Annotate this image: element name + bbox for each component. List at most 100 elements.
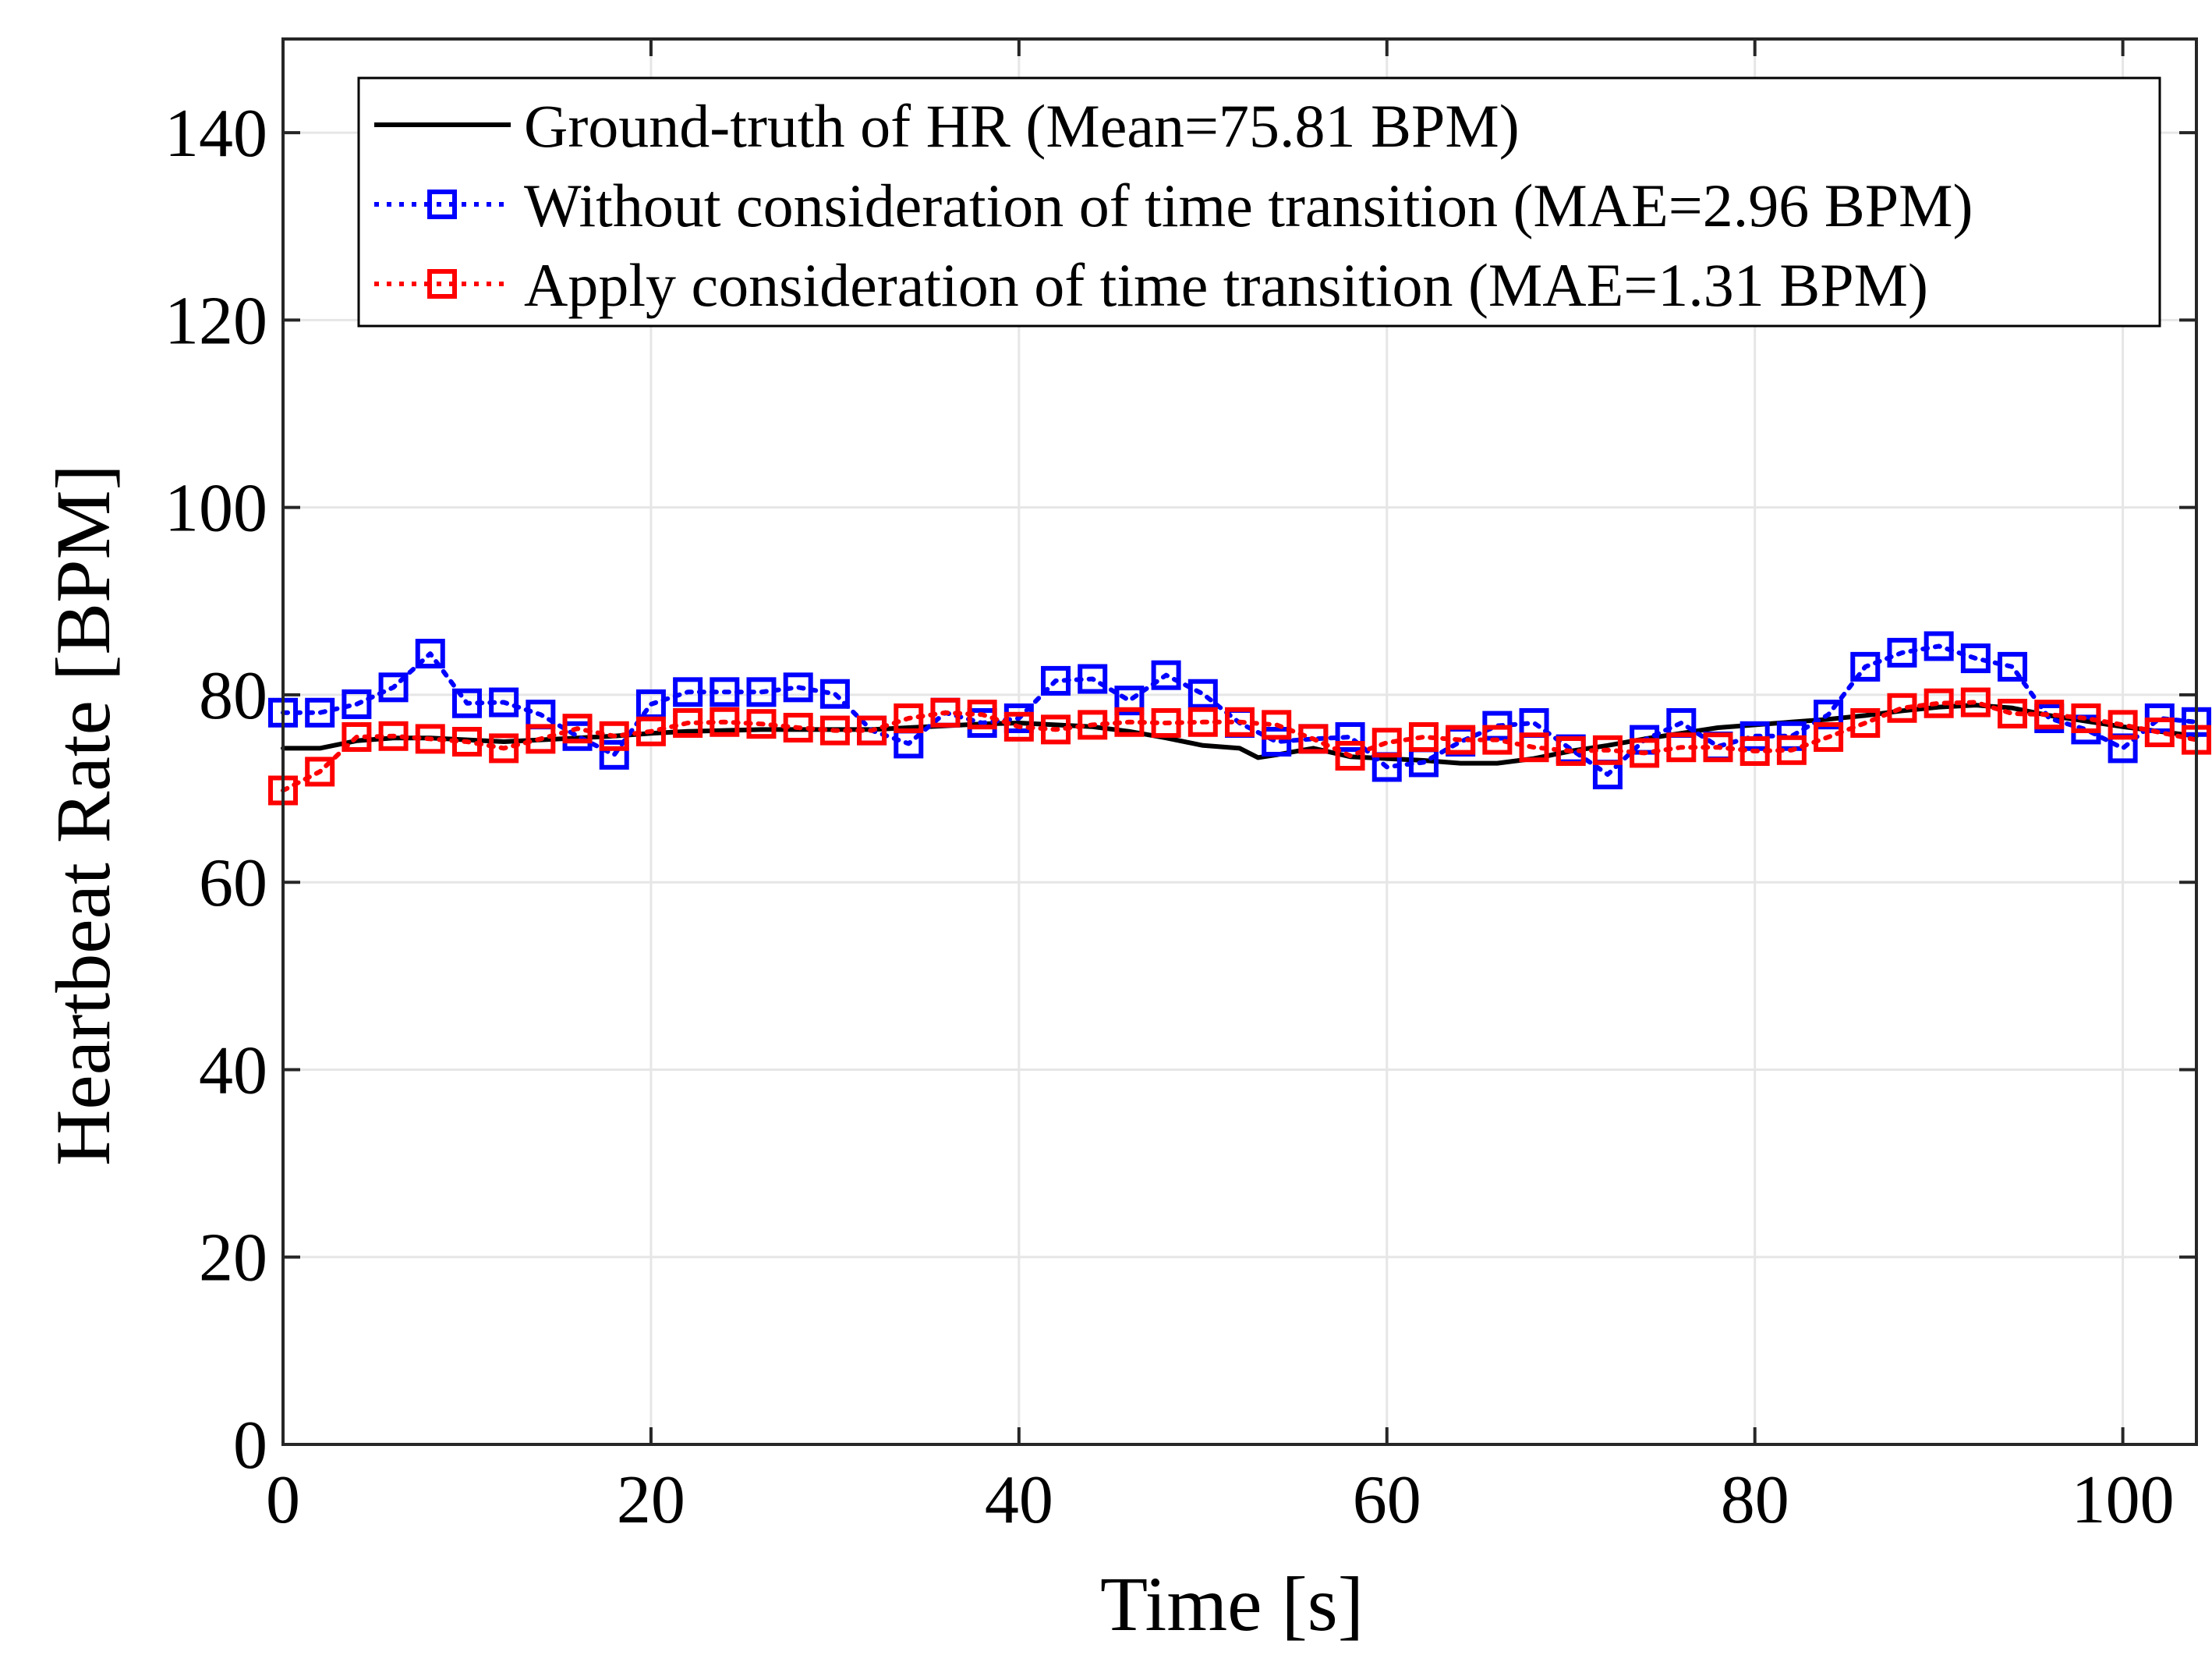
data-point-series-3	[967, 700, 997, 730]
data-point-series-3	[1446, 725, 1476, 755]
legend-swatch-marker-apply-transition	[427, 269, 457, 299]
series-layer	[268, 631, 2211, 806]
legend-entry-without-transition: Without consideration of time transition…	[374, 172, 1973, 239]
y-tick-label: 100	[165, 471, 267, 547]
data-point-series-2	[819, 679, 850, 709]
data-point-series-3	[1151, 707, 1181, 738]
legend-entry-ground-truth: Ground-truth of HR (Mean=75.81 BPM)	[374, 92, 1520, 160]
data-point-series-3	[1187, 707, 1218, 737]
data-point-series-3	[1630, 738, 1660, 768]
data-point-series-2	[1960, 643, 1991, 674]
y-tick-label: 40	[199, 1033, 267, 1108]
data-point-series-3	[1740, 736, 1770, 767]
data-point-series-3	[1887, 693, 1917, 723]
legend-label-ground-truth: Ground-truth of HR (Mean=75.81 BPM)	[524, 92, 1520, 160]
data-point-series-3	[1482, 725, 1513, 755]
data-point-series-2	[1335, 721, 1365, 752]
data-point-series-2	[1814, 700, 1844, 730]
x-tick-label: 0	[266, 1462, 300, 1538]
data-point-series-3	[746, 709, 777, 739]
x-tick-label: 40	[985, 1462, 1053, 1538]
legend-swatch-marker-without-transition	[427, 190, 457, 219]
data-point-series-3	[2144, 717, 2175, 747]
y-tick-label: 20	[199, 1221, 267, 1296]
data-point-series-2	[673, 677, 703, 707]
data-point-series-3	[1850, 707, 1881, 738]
data-point-series-3	[894, 703, 924, 733]
data-point-series-3	[1408, 721, 1439, 752]
data-point-series-3	[2034, 700, 2065, 730]
data-point-series-3	[1003, 711, 1034, 742]
data-point-series-3	[673, 707, 703, 738]
data-point-series-3	[305, 757, 335, 787]
data-point-series-2	[415, 639, 445, 669]
data-point-series-3	[1555, 736, 1586, 767]
data-point-series-3	[710, 707, 740, 737]
y-tick-label: 80	[199, 658, 267, 734]
data-point-series-3	[2071, 703, 2101, 733]
x-tick-label: 20	[617, 1462, 685, 1538]
data-point-series-2	[1262, 727, 1292, 757]
data-point-series-3	[526, 724, 556, 754]
data-point-series-2	[489, 687, 519, 718]
data-point-series-2	[1998, 651, 2028, 682]
data-point-series-2	[783, 672, 813, 703]
data-point-series-3	[635, 716, 666, 746]
data-point-series-3	[857, 715, 887, 746]
data-point-series-2	[378, 672, 409, 703]
data-point-series-2	[1740, 721, 1770, 751]
data-point-series-3	[562, 714, 593, 744]
data-point-series-3	[1298, 724, 1329, 754]
data-point-series-2	[1887, 637, 1917, 668]
data-point-series-3	[1519, 732, 1549, 763]
data-point-series-3	[415, 724, 445, 754]
data-point-series-3	[1666, 732, 1697, 763]
data-point-series-3	[378, 721, 409, 751]
data-point-series-3	[783, 712, 813, 742]
data-point-series-3	[930, 697, 961, 728]
plot-frame	[281, 37, 2198, 1446]
legend-box	[357, 76, 2161, 328]
data-point-series-3	[819, 715, 850, 746]
legend-label-apply-transition: Apply consideration of time transition (…	[524, 251, 1928, 319]
data-point-series-2	[305, 697, 335, 728]
data-point-series-3	[599, 721, 629, 751]
legend-entry-apply-transition: Apply consideration of time transition (…	[374, 251, 1928, 319]
data-point-series-3	[1078, 710, 1108, 740]
data-point-series-2	[746, 677, 777, 707]
x-tick-label: 80	[1721, 1462, 1789, 1538]
data-point-series-2	[1114, 686, 1145, 716]
legend-label-without-transition: Without consideration of time transition…	[524, 172, 1973, 239]
y-tick-label: 140	[165, 96, 267, 172]
data-point-series-3	[1114, 707, 1145, 737]
data-point-series-3	[1592, 735, 1623, 765]
data-point-series-3	[2108, 710, 2138, 740]
data-point-series-3	[451, 727, 482, 757]
data-point-series-3	[1262, 710, 1292, 740]
data-point-series-3	[1371, 728, 1402, 758]
y-axis-label: Heartbeat Rate [BPM]	[40, 464, 126, 1166]
axes-layer: 0 20 40 60 80 100 0 20 40 60 80 100 120 140	[165, 37, 2198, 1538]
y-tick-label: 0	[233, 1408, 267, 1483]
data-point-series-3	[489, 733, 519, 764]
data-point-series-2	[451, 688, 482, 718]
x-axis-label: Time [s]	[1100, 1561, 1364, 1647]
data-point-series-3	[1814, 721, 1844, 752]
y-tick-label: 60	[199, 845, 267, 921]
data-point-series-2	[1924, 631, 1954, 661]
data-point-series-2	[1041, 665, 1071, 696]
data-point-series-3	[1335, 741, 1365, 771]
x-tick-label: 100	[2072, 1462, 2175, 1538]
data-point-series-3	[1041, 714, 1071, 745]
data-point-series-3	[1924, 688, 1954, 718]
data-point-series-2	[1151, 660, 1181, 690]
data-point-series-3	[342, 721, 372, 752]
data-point-series-2	[599, 739, 629, 770]
data-point-series-3	[1998, 698, 2028, 728]
data-point-series-3	[1776, 735, 1807, 765]
data-point-series-2	[1078, 664, 1108, 694]
data-point-series-2	[1187, 679, 1218, 709]
data-point-series-3	[1225, 707, 1255, 737]
data-point-series-2	[1850, 651, 1881, 682]
